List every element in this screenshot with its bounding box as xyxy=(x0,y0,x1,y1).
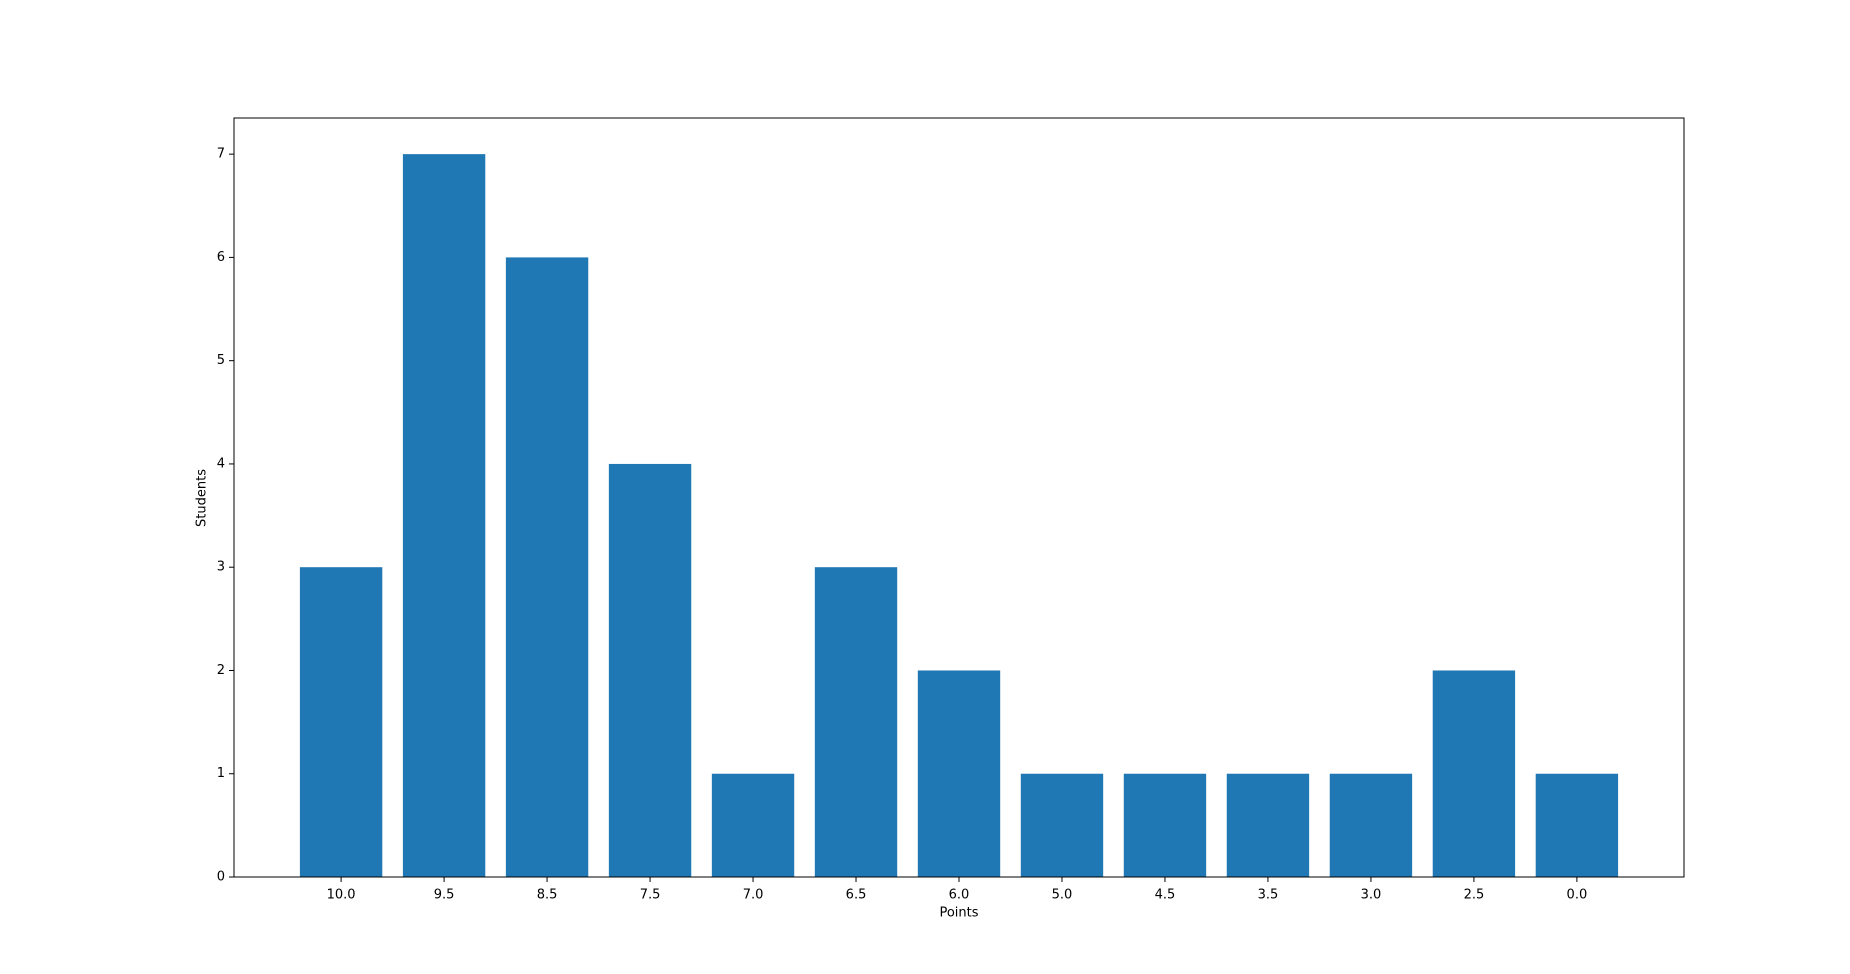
bar xyxy=(402,154,486,878)
y-tick-label: 5 xyxy=(217,353,225,368)
x-tick-label: 3.5 xyxy=(1258,888,1279,903)
x-tick-label: 7.0 xyxy=(743,888,764,903)
x-tick-label: 2.5 xyxy=(1464,888,1485,903)
bar xyxy=(1226,773,1310,877)
bar xyxy=(1020,773,1104,877)
y-tick-label: 7 xyxy=(217,147,225,162)
bar xyxy=(1329,773,1413,877)
x-tick-label: 9.5 xyxy=(434,888,455,903)
plot-frame xyxy=(233,117,1685,878)
y-axis-label: Students xyxy=(195,469,210,527)
x-tick-label: 6.0 xyxy=(949,888,970,903)
bar xyxy=(299,567,383,877)
bar xyxy=(1432,670,1516,877)
x-tick-label: 0.0 xyxy=(1567,888,1588,903)
bar xyxy=(505,257,589,877)
y-tick-label: 6 xyxy=(217,250,225,265)
x-tick-label: 7.5 xyxy=(640,888,661,903)
bar xyxy=(917,670,1001,877)
bar xyxy=(814,567,898,877)
y-tick-label: 3 xyxy=(217,560,225,575)
y-tick-label: 4 xyxy=(217,456,225,471)
bar xyxy=(608,463,692,877)
x-tick-label: 3.0 xyxy=(1361,888,1382,903)
bar xyxy=(1535,773,1619,877)
x-tick-label: 6.5 xyxy=(846,888,867,903)
bar xyxy=(1123,773,1207,877)
y-tick-label: 2 xyxy=(217,663,225,678)
x-tick-label: 10.0 xyxy=(327,888,356,903)
y-tick-label: 0 xyxy=(217,870,225,885)
x-tick-label: 4.5 xyxy=(1155,888,1176,903)
x-tick-label: 5.0 xyxy=(1052,888,1073,903)
x-tick-label: 8.5 xyxy=(537,888,558,903)
bar xyxy=(711,773,795,877)
y-tick-label: 1 xyxy=(217,766,225,781)
x-axis-label: Points xyxy=(939,906,978,921)
